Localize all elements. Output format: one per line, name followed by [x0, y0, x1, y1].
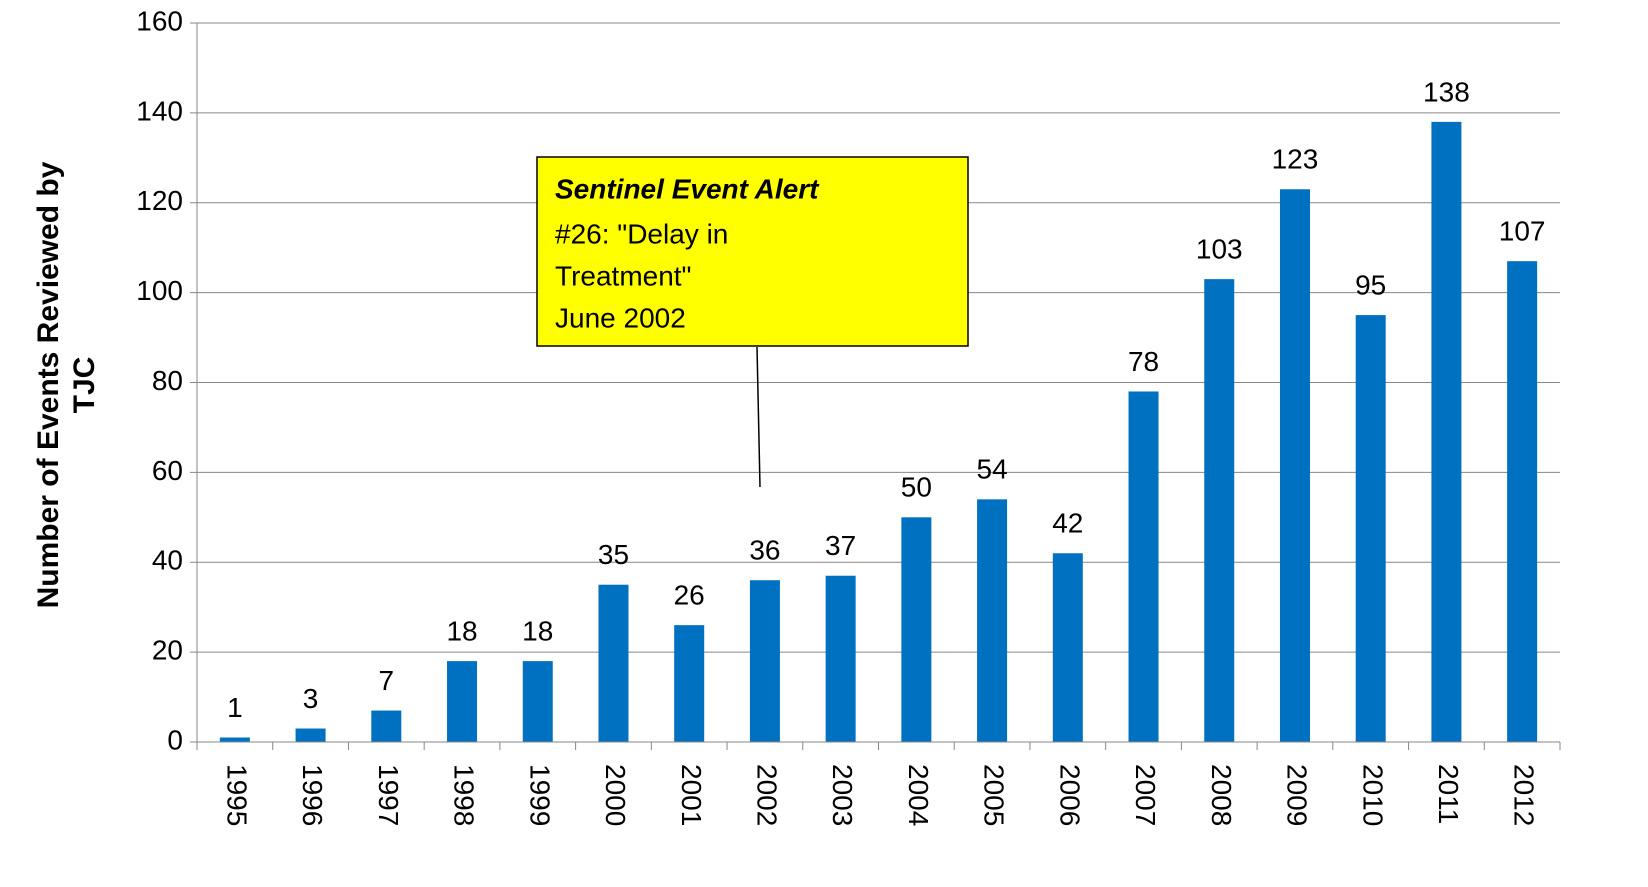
- x-tick-label: 2009: [1282, 764, 1313, 826]
- x-tick-label: 2001: [676, 764, 707, 826]
- data-label: 7: [379, 665, 395, 696]
- x-tick-label: 1998: [449, 764, 480, 826]
- y-tick-label: 60: [152, 455, 183, 486]
- y-tick-label: 160: [136, 5, 183, 36]
- x-tick-label: 2012: [1509, 764, 1540, 826]
- x-tick-label: 2004: [903, 764, 934, 826]
- x-tick-label: 1999: [524, 764, 555, 826]
- annotation-line: June 2002: [555, 302, 686, 333]
- bar: [1052, 553, 1083, 742]
- bar: [1128, 391, 1159, 742]
- bar: [977, 499, 1008, 742]
- data-label: 18: [522, 616, 553, 647]
- data-label: 36: [749, 535, 780, 566]
- x-tick-label: 2000: [600, 764, 631, 826]
- bar: [598, 584, 629, 742]
- bar: [447, 661, 478, 742]
- x-tick-label: 2011: [1433, 764, 1464, 824]
- data-label: 54: [977, 454, 1008, 485]
- y-axis-label-line: TJC: [68, 357, 101, 414]
- data-label: 35: [598, 539, 629, 570]
- x-tick-label: 1995: [221, 764, 252, 826]
- data-label: 3: [303, 683, 319, 714]
- annotation-line: Treatment": [555, 260, 692, 291]
- data-label: 78: [1128, 346, 1159, 377]
- data-label: 1: [227, 692, 243, 723]
- x-tick-label: 2006: [1054, 764, 1085, 826]
- bar: [749, 580, 780, 742]
- annotation-pointer: [756, 346, 761, 488]
- y-tick-label: 0: [167, 724, 183, 755]
- y-axis-label-line: Number of Events Reviewed by: [32, 161, 65, 608]
- x-tick-label: 1997: [373, 764, 404, 826]
- bar: [1507, 261, 1538, 742]
- x-tick-label: 2008: [1206, 764, 1237, 826]
- data-label: 123: [1272, 144, 1319, 175]
- x-tick-label: 2005: [979, 764, 1010, 826]
- bar: [1279, 189, 1310, 743]
- bar: [1431, 121, 1462, 743]
- x-tick-label: 2003: [827, 764, 858, 826]
- bar: [1355, 315, 1386, 742]
- y-tick-label: 80: [152, 365, 183, 396]
- data-label: 107: [1499, 216, 1546, 247]
- annotation-box: [536, 156, 969, 347]
- y-tick-label: 20: [152, 635, 183, 666]
- data-label: 138: [1423, 76, 1470, 107]
- y-tick-label: 40: [152, 545, 183, 576]
- data-label: 42: [1052, 508, 1083, 539]
- x-tick-label: 2007: [1130, 764, 1161, 826]
- x-tick-label: 2002: [752, 764, 783, 826]
- bar: [522, 661, 553, 742]
- y-tick-label: 120: [136, 185, 183, 216]
- bar: [674, 625, 705, 742]
- bar: [295, 728, 326, 742]
- data-label: 37: [825, 530, 856, 561]
- annotation-title: Sentinel Event Alert: [555, 173, 820, 204]
- bar: [371, 710, 402, 742]
- bar: [219, 737, 250, 742]
- x-tick-label: 1996: [297, 764, 328, 826]
- bar: [1204, 279, 1235, 742]
- x-tick-label: 2010: [1357, 764, 1388, 826]
- bar: [901, 517, 932, 742]
- bar: [825, 575, 856, 742]
- data-label: 26: [674, 580, 705, 611]
- y-tick-label: 100: [136, 275, 183, 306]
- y-tick-label: 140: [136, 95, 183, 126]
- y-axis-label: Number of Events Reviewed by TJC: [32, 161, 101, 608]
- data-label: 95: [1355, 269, 1386, 300]
- data-label: 50: [901, 472, 932, 503]
- data-label: 103: [1196, 234, 1243, 265]
- annotation-line: #26: "Delay in: [555, 218, 728, 249]
- data-label: 18: [446, 616, 477, 647]
